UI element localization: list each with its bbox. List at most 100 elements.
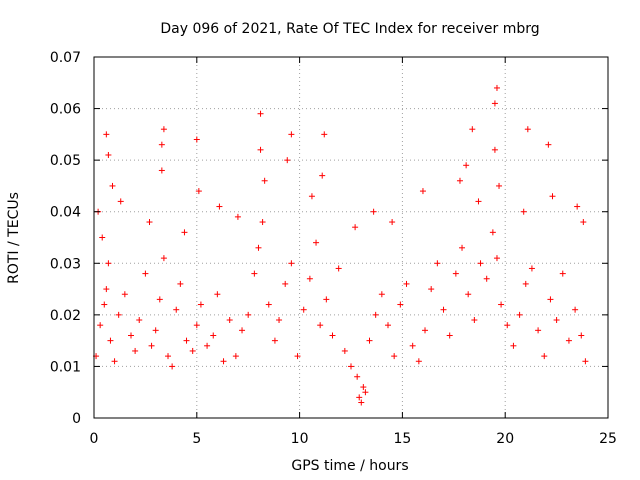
data-point (341, 347, 348, 354)
data-point (197, 301, 204, 308)
data-point (397, 301, 404, 308)
data-point (210, 332, 217, 339)
data-point (115, 311, 122, 318)
data-point (491, 146, 498, 153)
data-point (259, 219, 266, 226)
x-tick-label: 0 (90, 431, 99, 447)
data-point (177, 280, 184, 287)
data-point (109, 182, 116, 189)
data-point (389, 219, 396, 226)
data-point (496, 182, 503, 189)
data-point (323, 296, 330, 303)
data-point (378, 291, 385, 298)
x-tick-label: 15 (393, 431, 411, 447)
data-point (282, 280, 289, 287)
data-point (403, 280, 410, 287)
data-point (580, 219, 587, 226)
x-axis-label: GPS time / hours (291, 458, 408, 474)
data-point (152, 327, 159, 334)
x-tick-label: 5 (192, 431, 201, 447)
data-point (261, 177, 268, 184)
chart-title: Day 096 of 2021, Rate Of TEC Index for r… (160, 21, 539, 37)
x-tick-labels: 0 5 10 15 20 25 (90, 431, 617, 447)
plot-frame (93, 56, 609, 419)
y-tick-label: 0.04 (50, 205, 81, 221)
data-point (348, 363, 354, 370)
y-tick-label: 0.03 (50, 256, 81, 272)
data-point (132, 347, 139, 354)
data-point (422, 327, 429, 334)
data-point (491, 100, 498, 107)
y-tick-label: 0.05 (50, 153, 81, 169)
data-point (440, 306, 447, 313)
data-point (271, 337, 278, 344)
axis-ticks (93, 56, 609, 419)
data-point (471, 317, 478, 324)
data-point (204, 342, 211, 349)
data-point (409, 342, 416, 349)
data-point (489, 229, 496, 236)
data-point (559, 270, 566, 277)
data-point (103, 131, 110, 138)
data-point (276, 317, 283, 324)
data-point (103, 286, 110, 293)
data-point (582, 358, 589, 365)
data-point (452, 270, 459, 277)
data-point (463, 162, 470, 169)
data-point (469, 126, 476, 133)
data-point (528, 265, 535, 272)
data-point (183, 337, 190, 344)
data-point (148, 342, 155, 349)
data-point (522, 280, 529, 287)
data-points (93, 84, 589, 406)
data-point (352, 224, 359, 231)
data-point (226, 317, 233, 324)
data-point (385, 322, 392, 329)
data-point (181, 229, 188, 236)
data-point (419, 188, 426, 195)
data-point (255, 244, 262, 251)
data-point (366, 337, 373, 344)
data-point (111, 358, 118, 365)
data-point (535, 327, 542, 334)
data-point (493, 255, 500, 262)
data-point (117, 198, 124, 205)
data-point (459, 244, 466, 251)
data-point (257, 146, 264, 153)
data-point (142, 270, 149, 277)
x-tick-label: 25 (599, 431, 617, 447)
data-point (504, 322, 511, 329)
data-point (493, 84, 500, 91)
y-tick-label: 0.07 (50, 50, 81, 66)
data-point (160, 126, 167, 133)
data-point (97, 322, 104, 329)
x-tick-label: 20 (496, 431, 514, 447)
data-point (428, 286, 435, 293)
data-point (169, 363, 176, 370)
data-point (216, 203, 223, 210)
data-point (465, 291, 472, 298)
data-point (136, 317, 143, 324)
data-point (520, 208, 527, 215)
data-point (99, 234, 106, 241)
data-point (362, 389, 369, 396)
data-point (370, 208, 377, 215)
data-point (284, 157, 291, 164)
data-point (245, 311, 252, 318)
data-point (313, 239, 320, 246)
data-point (156, 296, 163, 303)
data-point (372, 311, 379, 318)
data-point (195, 188, 202, 195)
y-tick-label: 0.02 (50, 308, 81, 324)
data-point (160, 255, 167, 262)
data-point (173, 306, 180, 313)
data-point (189, 347, 196, 354)
data-point (239, 327, 246, 334)
data-point (105, 151, 112, 158)
data-point (498, 301, 505, 308)
data-point (329, 332, 336, 339)
x-tick-label: 10 (291, 431, 309, 447)
data-point (265, 301, 272, 308)
data-point (391, 353, 398, 360)
data-point (578, 332, 585, 339)
